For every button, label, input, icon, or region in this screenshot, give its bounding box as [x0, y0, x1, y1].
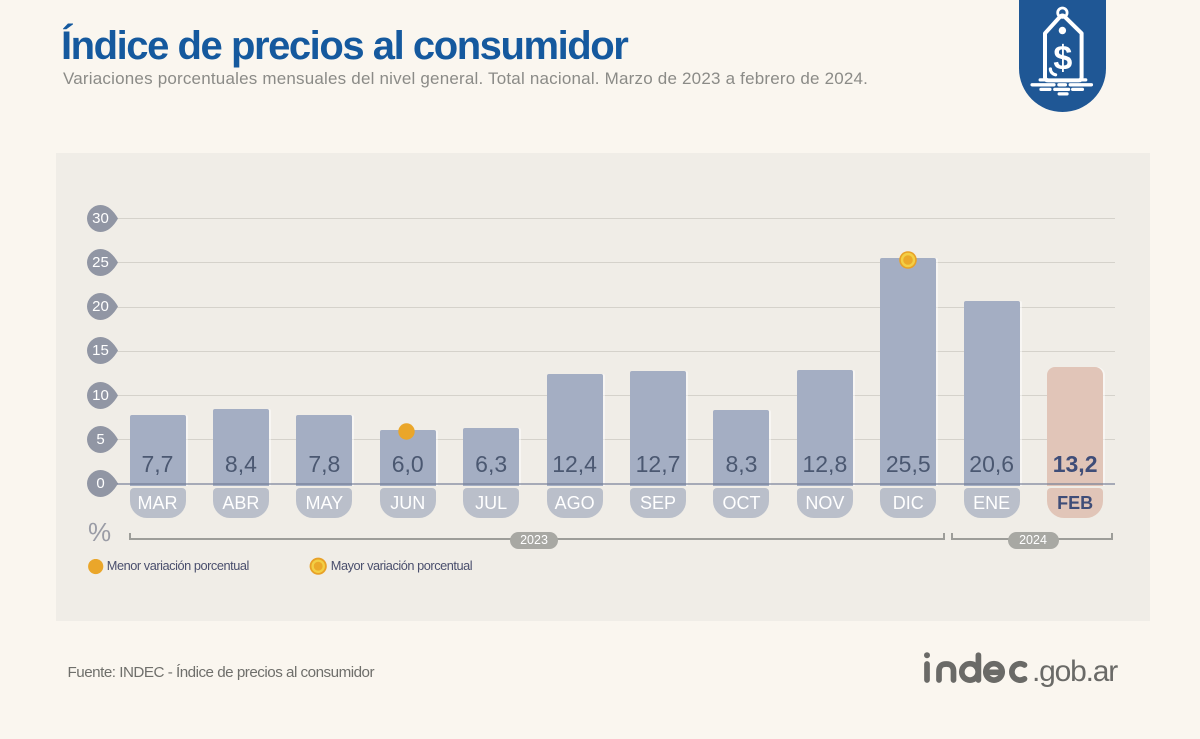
- svg-text:$: $: [1053, 40, 1072, 78]
